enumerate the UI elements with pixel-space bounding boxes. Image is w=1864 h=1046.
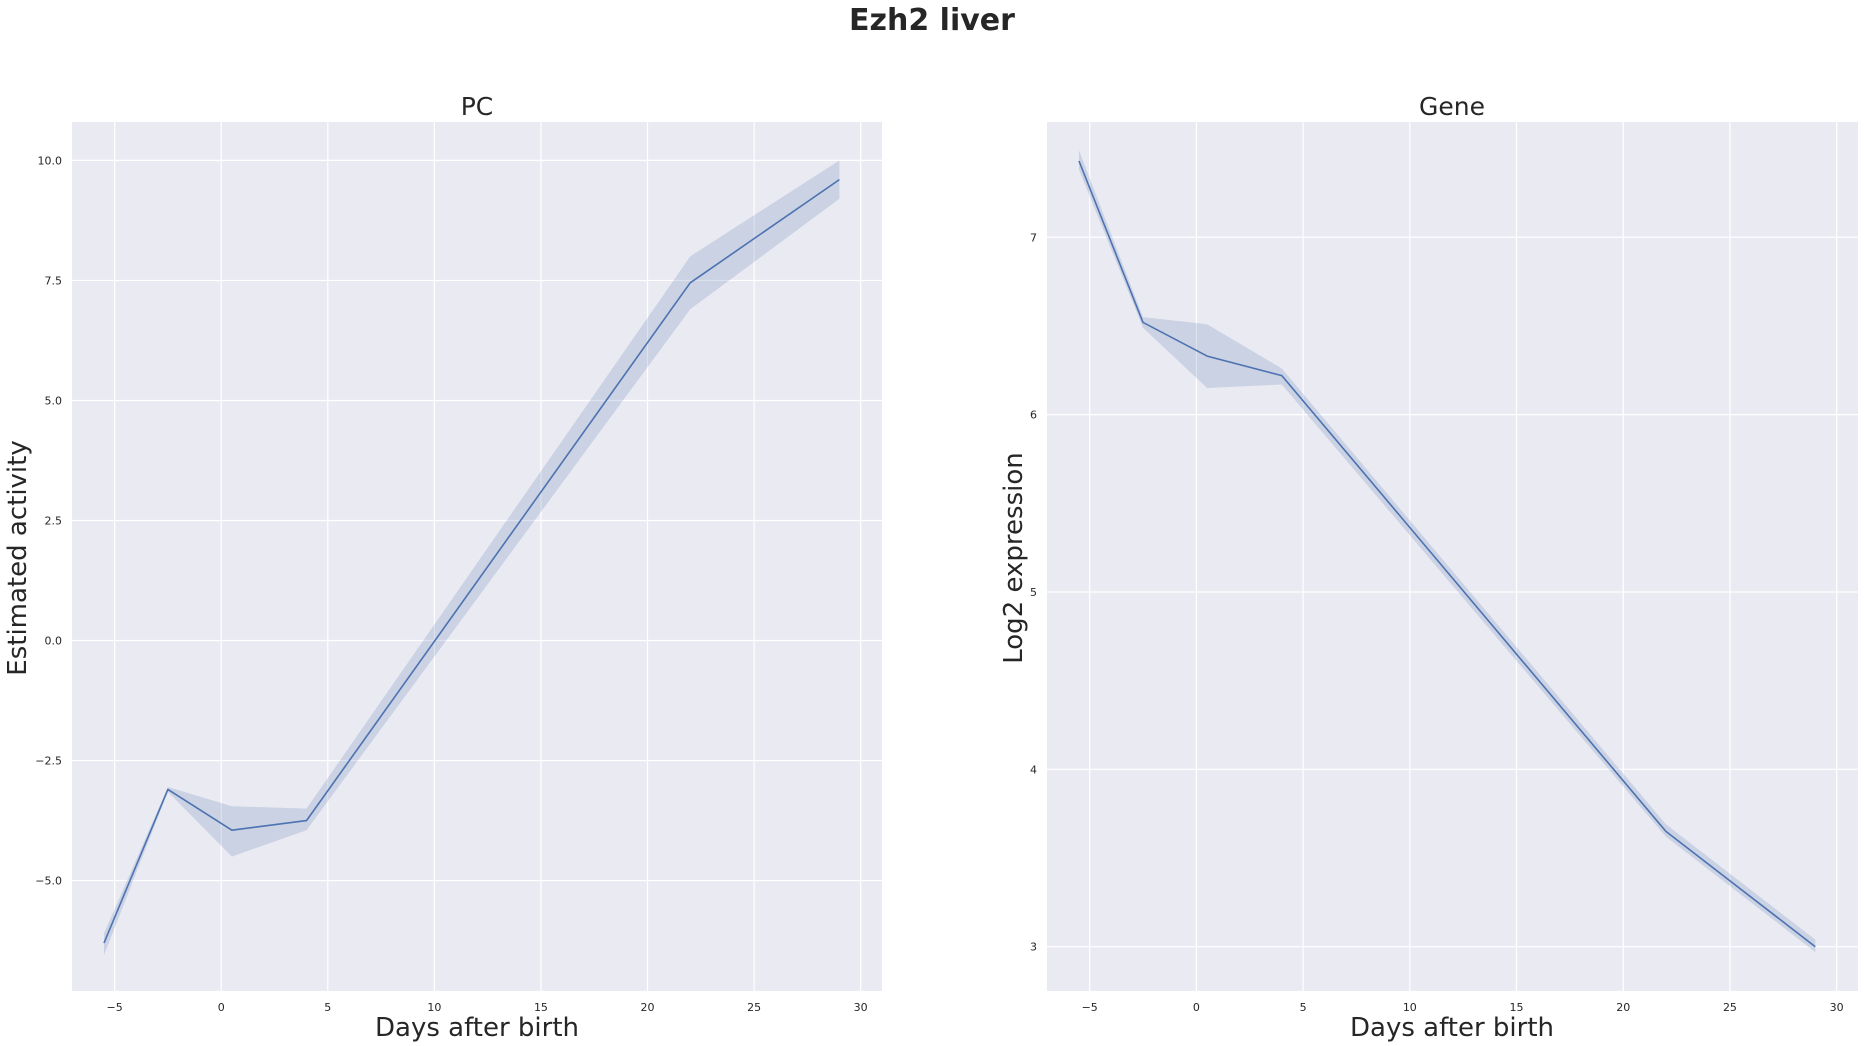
x-tick-label: 15: [534, 1001, 548, 1014]
x-tick-label: 20: [641, 1001, 655, 1014]
x-tick-label: 10: [1403, 1001, 1417, 1014]
x-tick-label: 20: [1616, 1001, 1630, 1014]
y-tick-label: 5.0: [45, 394, 63, 407]
panel-title-gene: Gene: [1419, 92, 1485, 121]
y-tick-label: 6: [1030, 409, 1037, 422]
y-tick-label: 10.0: [38, 154, 63, 167]
x-tick-label: −5: [107, 1001, 123, 1014]
x-ticks-gene: −5 0 5 10 15 20 25 30: [1082, 1001, 1844, 1014]
plot-area-pc: [72, 122, 882, 991]
y-tick-label: 5: [1030, 586, 1037, 599]
y-tick-label: −2.5: [35, 755, 62, 768]
chart-panel-pc: −5 0 5 10 15 20 25 30 −5.0−2.50.02.55.07.510.0 …: [3, 92, 882, 1043]
x-tick-label: −5: [1082, 1001, 1098, 1014]
x-ticks-pc: −5 0 5 10 15 20 25 30: [107, 1001, 868, 1014]
grid-pc: [72, 122, 882, 991]
y-tick-label: 2.5: [45, 514, 63, 527]
x-tick-label: 0: [1193, 1001, 1200, 1014]
x-tick-label: 5: [324, 1001, 331, 1014]
y-tick-label: −5.0: [35, 875, 62, 888]
chart-panel-gene: −5 0 5 10 15 20 25 30 3 4 5 6 7 Gene Days after bir…: [999, 92, 1858, 1043]
confidence-band-pc: [104, 160, 840, 955]
plot-area-gene: [1047, 122, 1858, 991]
series-line-gene: [1078, 160, 1816, 948]
y-axis-label-pc: Estimated activity: [3, 440, 33, 675]
y-tick-label: 7: [1030, 231, 1037, 244]
x-axis-label-gene: Days after birth: [1350, 1013, 1554, 1043]
x-tick-label: 25: [1723, 1001, 1737, 1014]
panel-title-pc: PC: [461, 92, 494, 121]
y-axis-label-gene: Log2 expression: [999, 452, 1029, 664]
y-tick-label: 4: [1030, 763, 1037, 776]
x-tick-label: 0: [218, 1001, 225, 1014]
x-tick-label: 30: [1830, 1001, 1844, 1014]
grid-gene: [1047, 122, 1858, 991]
x-tick-label: 25: [747, 1001, 761, 1014]
x-axis-label-pc: Days after birth: [375, 1013, 579, 1043]
y-tick-label: 7.5: [45, 274, 63, 287]
figure-title: Ezh2 liver: [849, 3, 1015, 38]
series-line-pc: [103, 178, 840, 944]
y-ticks-pc: −5.0 −2.5 0.0 2.5 5.0 7.5 10.0: [35, 154, 62, 887]
x-tick-label: 15: [1510, 1001, 1524, 1014]
y-ticks-gene: 3 4 5 6 7: [1030, 231, 1037, 953]
x-tick-label: 5: [1300, 1001, 1307, 1014]
y-tick-label: 3: [1030, 941, 1037, 954]
x-tick-label: 30: [854, 1001, 868, 1014]
y-tick-label: 0.0: [45, 635, 63, 648]
x-tick-label: 10: [427, 1001, 441, 1014]
